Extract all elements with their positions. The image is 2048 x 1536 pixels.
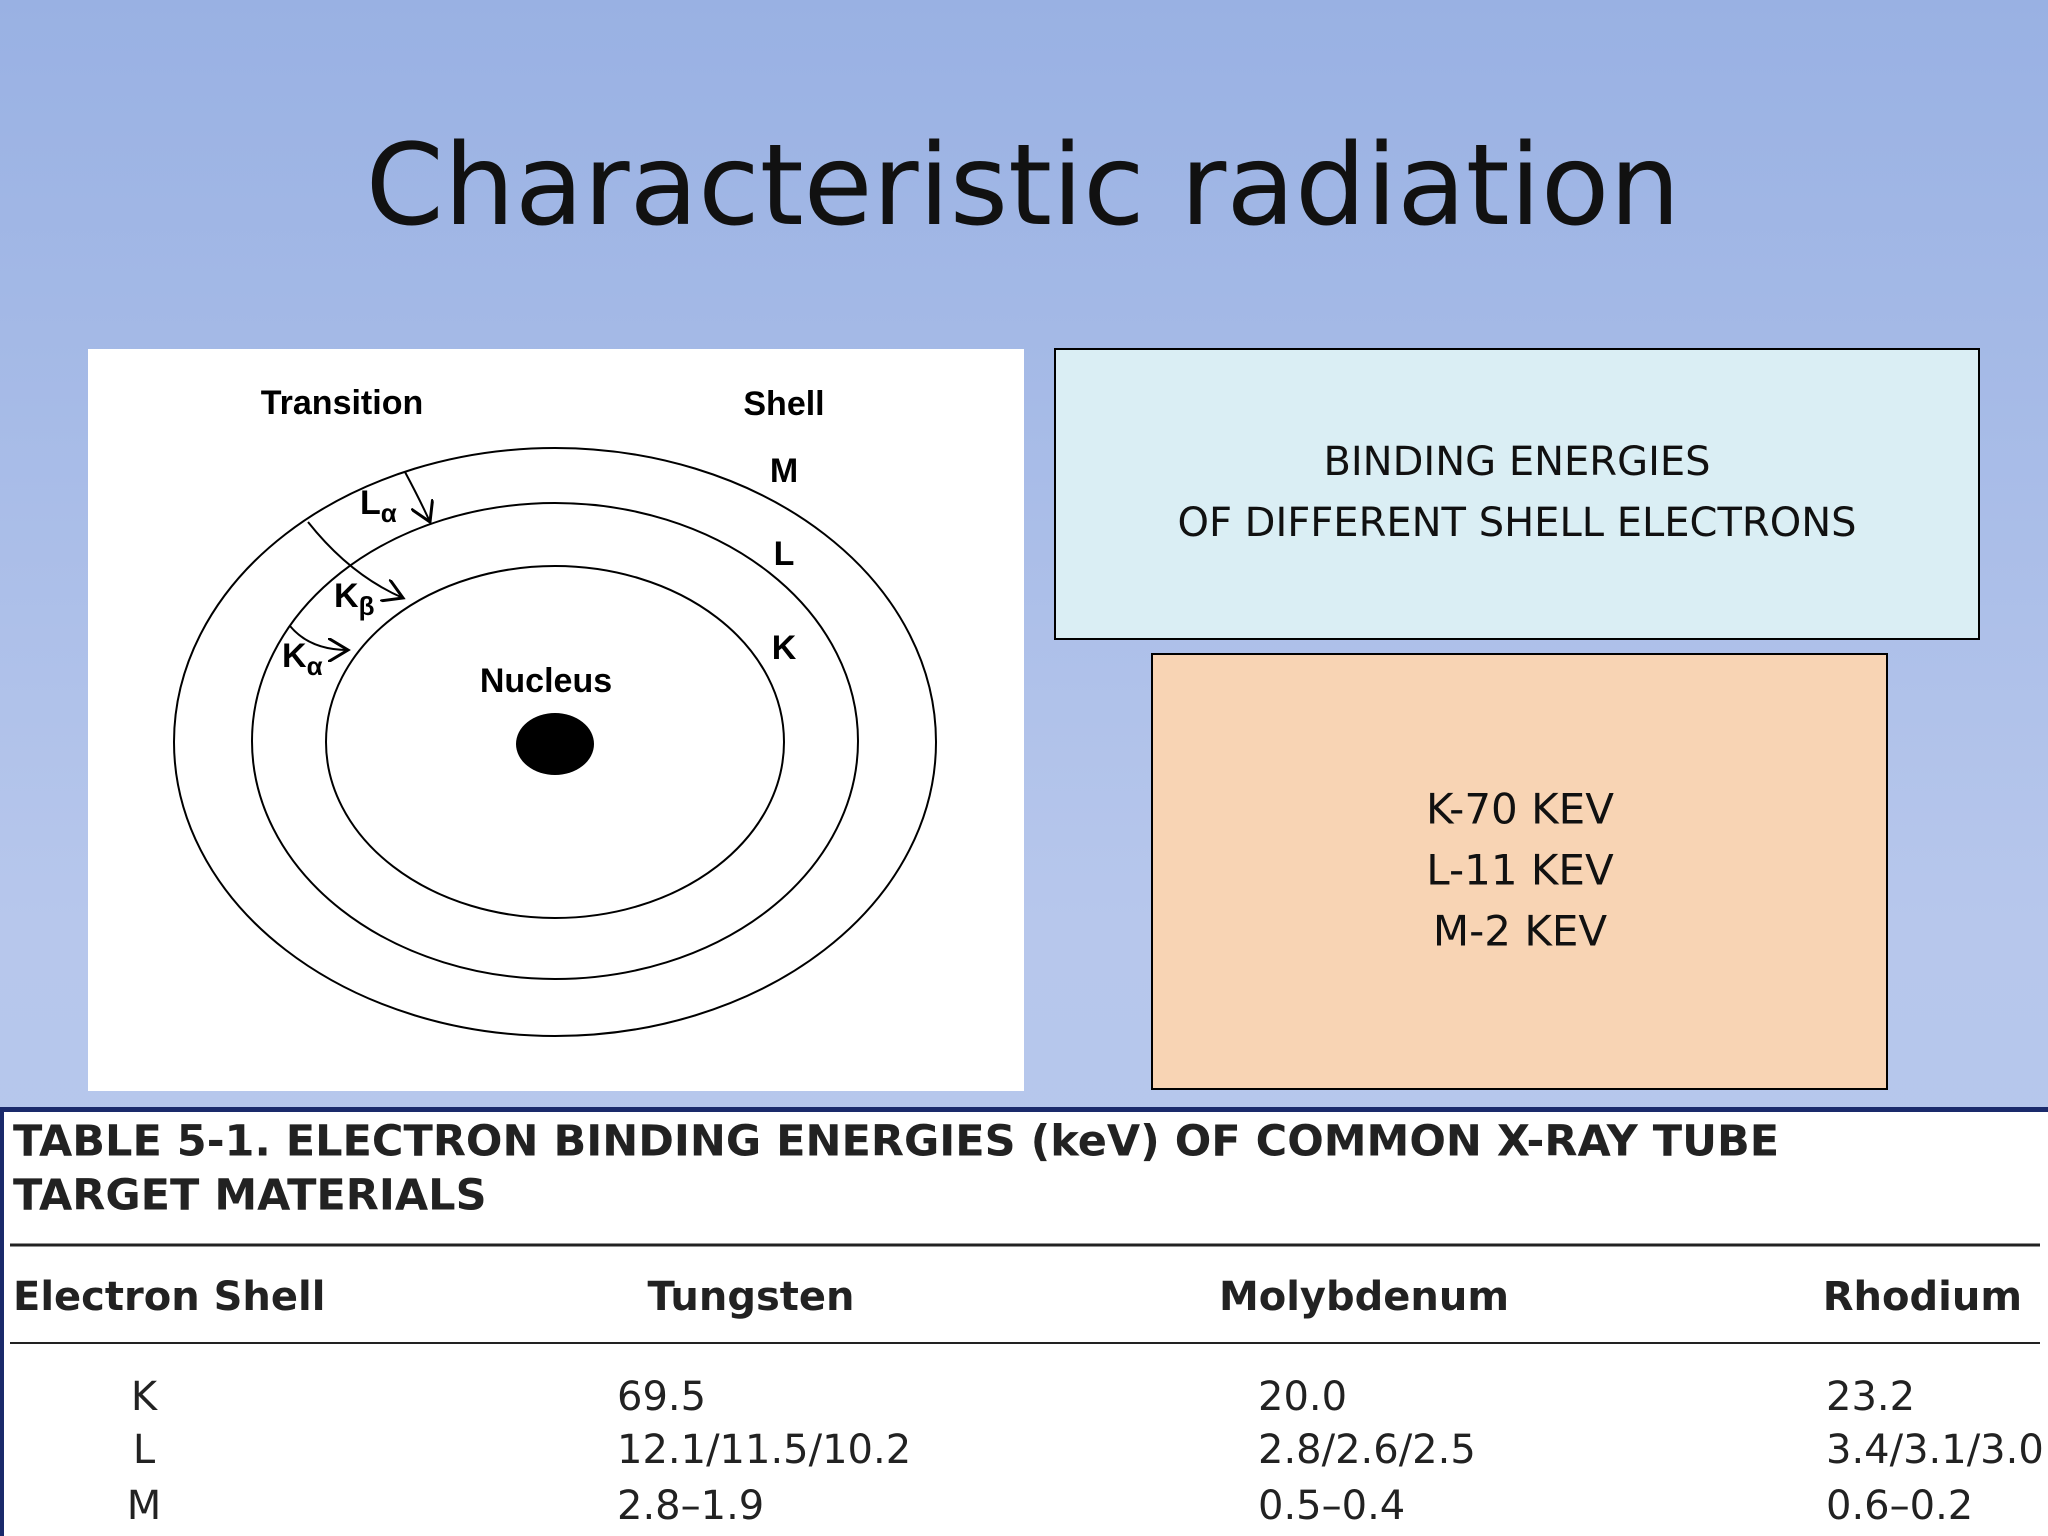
box-line: OF DIFFERENT SHELL ELECTRONS [1177,500,1856,546]
nucleus [516,713,594,775]
table-cell: 69.5 [617,1374,706,1420]
transition-label: Transition [261,384,423,422]
shell-k [325,565,785,919]
shell-name: L [774,535,795,573]
box-line: L-11 KEV [1426,846,1614,895]
transition-letter: K [334,577,359,615]
box-line: K-70 KEV [1426,785,1614,834]
table-cell: 0.6–0.2 [1826,1483,1973,1529]
shells [173,447,937,1037]
shell-m [173,447,937,1037]
shell-l [251,502,859,980]
table-cell: K [131,1374,159,1420]
arrow [404,471,430,522]
transition-sub: β [359,591,375,621]
shell-name: K [772,629,797,667]
table-border [0,1107,4,1536]
transition-sub: α [307,651,323,681]
table-cell: 2.8/2.6/2.5 [1258,1427,1476,1473]
table-cell: 2.8–1.9 [617,1483,764,1529]
energy-box [1151,653,1888,1090]
slide-title: Characteristic radiation [366,121,1681,251]
box-line: M-2 KEV [1433,907,1608,956]
arrow [289,625,348,650]
table-panel [0,1107,2048,1536]
table-cell: L [133,1427,156,1473]
shell-name: M [770,452,798,490]
transition-letter: L [360,484,381,522]
table-cell: 3.4/3.1/3.0 [1826,1427,2044,1473]
table-cell: 20.0 [1258,1374,1347,1420]
info-box [1054,348,1980,640]
box-line: BINDING ENERGIES [1323,439,1710,485]
table-header: Molybdenum [1219,1274,1509,1320]
nucleus-label: Nucleus [480,662,612,700]
table-header: Tungsten [647,1274,854,1320]
transition-sub: α [381,498,397,528]
table-title: TABLE 5-1. ELECTRON BINDING ENERGIES (ke… [13,1117,1779,1167]
table-cell: M [127,1483,162,1529]
table-cell: 0.5–0.4 [1258,1483,1405,1529]
table-cell: 23.2 [1826,1374,1915,1420]
transition-name: Kα [282,637,323,681]
transition-name: Lα [360,484,397,528]
table-border [0,1107,2048,1112]
shell-label: Shell [743,385,824,423]
table-header: Rhodium [1823,1274,2022,1320]
transition-letter: K [282,637,307,675]
transition-name: Kβ [334,577,374,621]
arrow [307,521,403,598]
table-header: Electron Shell [13,1274,325,1320]
table-title: TARGET MATERIALS [13,1171,487,1221]
table-cell: 12.1/11.5/10.2 [617,1427,911,1473]
